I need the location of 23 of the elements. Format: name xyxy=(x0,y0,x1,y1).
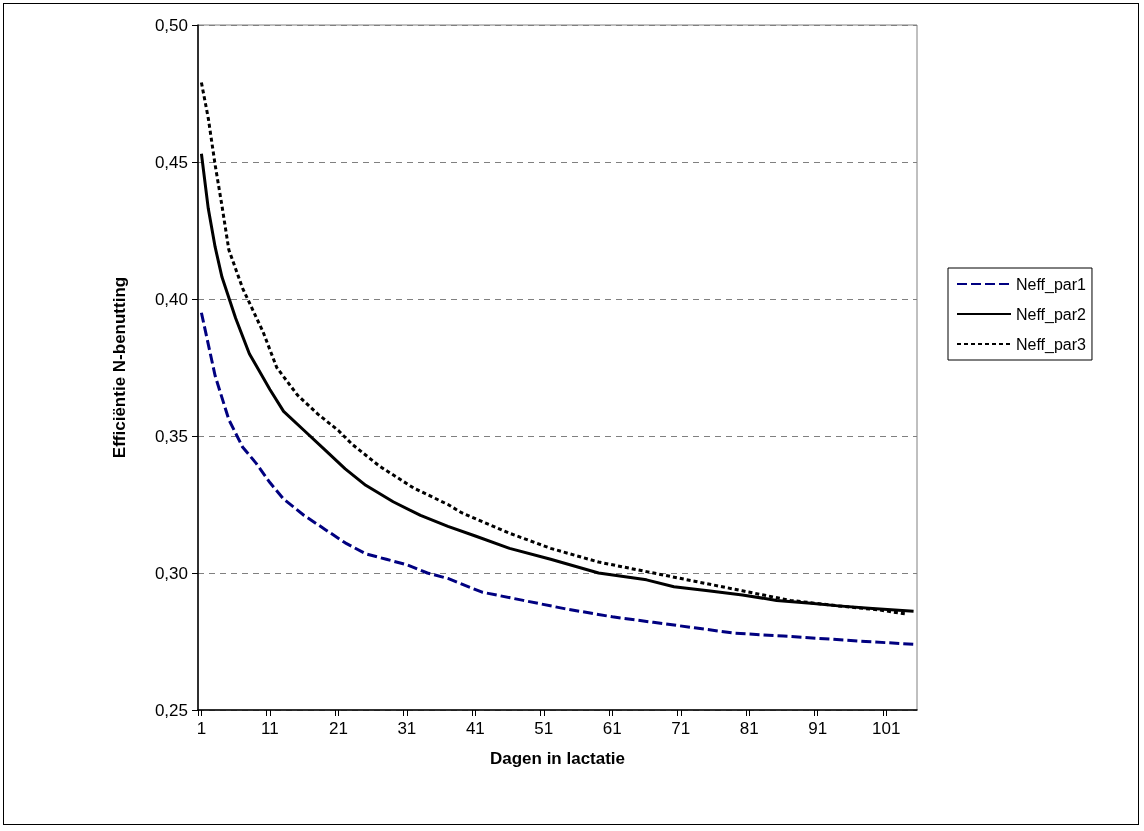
y-tick-label: 0,40 xyxy=(154,289,188,309)
legend-label: Neff_par1 xyxy=(1016,275,1087,294)
x-tick-label: 1 xyxy=(196,719,207,738)
x-tick-label: 101 xyxy=(872,719,901,738)
y-tick-label: 0,50 xyxy=(154,15,188,35)
x-tick-label: 51 xyxy=(534,719,554,738)
x-tick-label: 71 xyxy=(671,719,691,738)
x-tick-label: 61 xyxy=(602,719,622,738)
y-tick-label: 0,35 xyxy=(154,426,188,446)
x-tick-label: 11 xyxy=(261,719,279,738)
x-tick-label: 21 xyxy=(328,719,348,738)
line-series xyxy=(199,311,916,646)
x-tick-label: 81 xyxy=(739,719,759,738)
x-tick-label: 31 xyxy=(397,719,417,738)
y-axis-title: Efficiëntie N-benutting xyxy=(110,276,129,459)
x-tick-label: 91 xyxy=(808,719,828,738)
legend-label: Neff_par2 xyxy=(1016,305,1087,324)
legend-label: Neff_par3 xyxy=(1016,335,1087,354)
y-tick-label: 0,30 xyxy=(154,563,188,583)
x-tick-label: 41 xyxy=(465,719,485,738)
y-tick-label: 0,25 xyxy=(154,700,188,720)
y-tick-label: 0,45 xyxy=(154,152,188,172)
x-axis-title: Dagen in lactatie xyxy=(489,749,626,768)
